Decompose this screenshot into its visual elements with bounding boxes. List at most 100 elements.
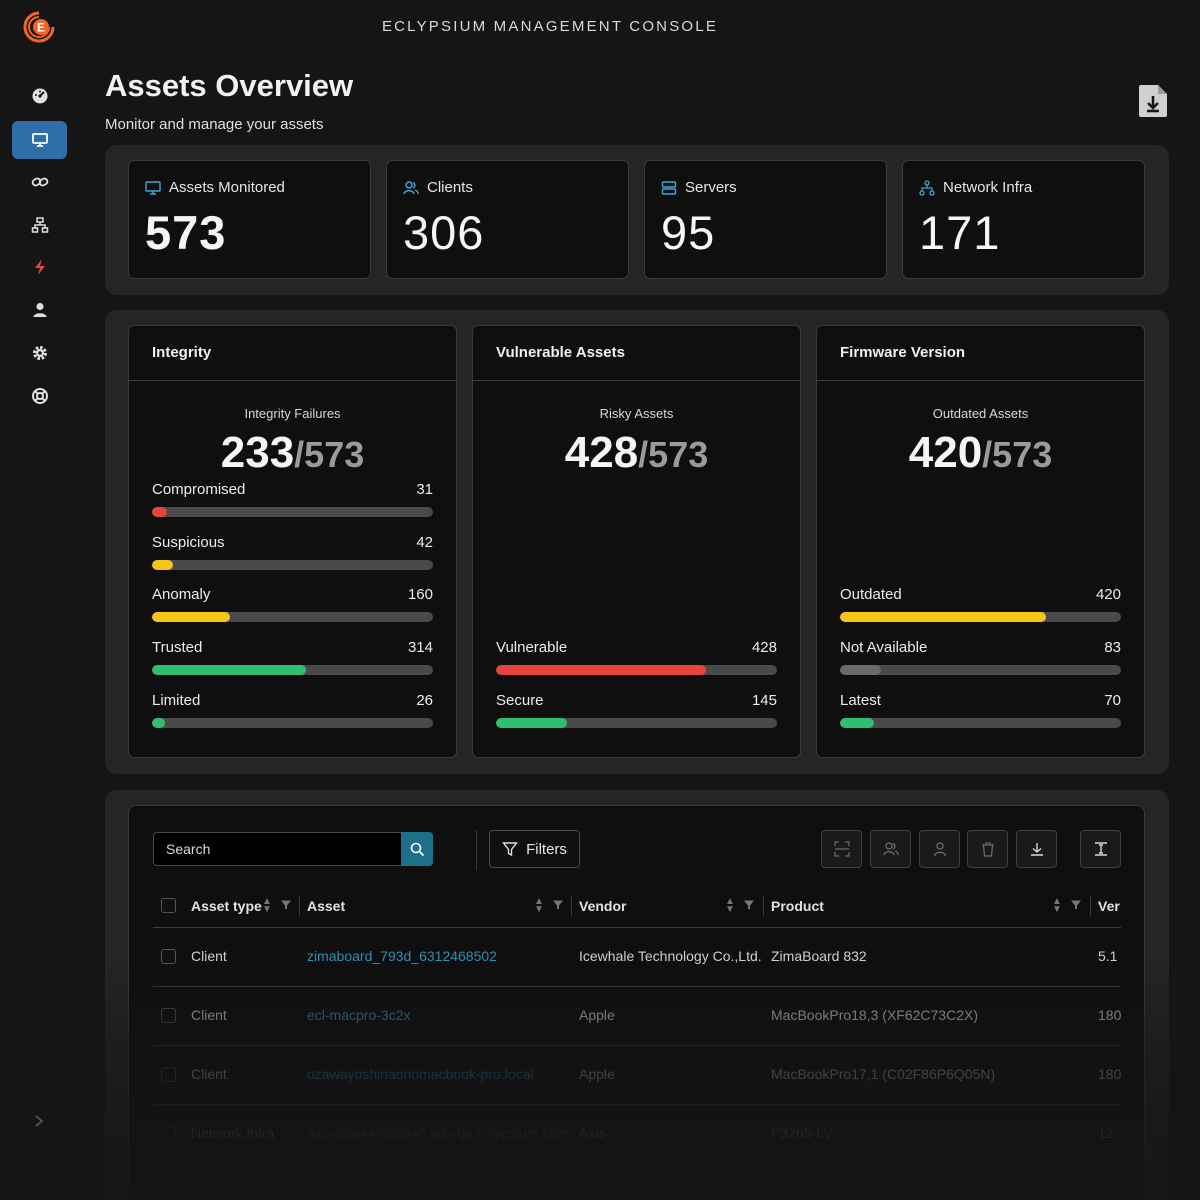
cell-asset-link[interactable]: ecl-macpro-3c2x	[307, 1007, 411, 1023]
bar-outdated[interactable]: Outdated 420	[840, 586, 1121, 626]
filter-icon[interactable]	[1070, 899, 1082, 911]
bar-limited[interactable]: Limited 26	[152, 692, 433, 732]
cell-asset-link[interactable]: ozawayoshinaonomacbook-pro.local	[307, 1066, 534, 1082]
nav-users[interactable]	[12, 291, 67, 329]
users-icon	[882, 842, 899, 856]
bar-track	[496, 665, 777, 675]
vulnerable-ratio: 428/573	[473, 428, 800, 478]
stat-label: Servers	[661, 179, 737, 196]
firmware-total: /573	[982, 434, 1053, 475]
table-row[interactable]: Network Infra axis-b8a44f6d6046.pdx-qa.e…	[153, 1105, 1121, 1164]
cell-asset-type: Network Infra	[191, 1125, 275, 1141]
bar-not-available[interactable]: Not Available 83	[840, 639, 1121, 679]
bar-vulnerable[interactable]: Vulnerable 428	[496, 639, 777, 679]
bar-track	[152, 718, 433, 728]
bar-fill	[840, 718, 875, 728]
nav-integrations[interactable]	[12, 163, 67, 201]
cell-asset-type: Client	[191, 1007, 227, 1023]
bar-anomaly[interactable]: Anomaly 160	[152, 586, 433, 626]
bar-compromised[interactable]: Compromised 31	[152, 481, 433, 521]
bar-label: Vulnerable	[496, 639, 568, 656]
page-title: Assets Overview	[105, 68, 354, 103]
cell-product: ZimaBoard 832	[771, 948, 867, 964]
nav-settings[interactable]	[12, 334, 67, 372]
monitor-icon	[31, 133, 48, 147]
bar-track	[152, 665, 433, 675]
stat-card-clients[interactable]: Clients 306	[386, 160, 629, 279]
bar-track	[840, 612, 1121, 622]
sort-icon[interactable]: ▲ ▼	[725, 896, 735, 915]
chevron-right-icon	[35, 1115, 44, 1127]
nav-threats[interactable]	[12, 248, 67, 286]
user-icon	[33, 303, 46, 317]
svg-text:E: E	[37, 21, 45, 35]
column-header-product[interactable]: Product	[771, 898, 824, 914]
filter-icon	[502, 842, 518, 857]
row-checkbox[interactable]	[161, 1008, 176, 1023]
assign-group-button[interactable]	[870, 830, 911, 868]
firmware-title: Firmware Version	[817, 326, 1144, 381]
search-button[interactable]	[401, 832, 433, 866]
search-input[interactable]	[154, 833, 402, 865]
filter-icon[interactable]	[280, 899, 292, 911]
file-download-icon	[1139, 85, 1167, 117]
column-height-button[interactable]	[1080, 830, 1121, 868]
select-all-checkbox[interactable]	[161, 898, 176, 913]
stat-card-servers[interactable]: Servers 95	[644, 160, 887, 279]
cell-asset-link[interactable]: axis-b8a44f6d6046.pdx-qa.eclypsium.com	[307, 1125, 570, 1141]
sort-icon[interactable]: ▲ ▼	[262, 896, 272, 915]
bar-value: 70	[1104, 692, 1121, 709]
column-header-asset-type[interactable]: Asset type	[191, 898, 262, 914]
bar-latest[interactable]: Latest 70	[840, 692, 1121, 732]
stat-value: 95	[661, 206, 716, 259]
nav-support[interactable]	[12, 377, 67, 415]
column-header-version[interactable]: Ver	[1098, 898, 1120, 914]
table-row[interactable]: Client zimaboard_793d_6312468502 Icewhal…	[153, 928, 1121, 987]
delete-button[interactable]	[967, 830, 1008, 868]
cell-version: 12.	[1098, 1125, 1118, 1141]
column-header-vendor[interactable]: Vendor	[579, 898, 627, 914]
bar-trusted[interactable]: Trusted 314	[152, 639, 433, 679]
sort-icon[interactable]: ▲ ▼	[534, 896, 544, 915]
cell-asset-link[interactable]: zimaboard_793d_6312468502	[307, 948, 497, 964]
filter-icon[interactable]	[552, 899, 564, 911]
server-icon	[661, 180, 677, 195]
table-row[interactable]: Client ozawayoshinaonomacbook-pro.local …	[153, 1046, 1121, 1105]
stat-card-network-infra[interactable]: Network Infra 171	[902, 160, 1145, 279]
bar-track	[496, 718, 777, 728]
stat-label: Assets Monitored	[145, 179, 285, 196]
download-button[interactable]	[1016, 830, 1057, 868]
nav-dashboard[interactable]	[12, 77, 67, 115]
nav-assets[interactable]	[12, 121, 67, 159]
search-icon	[410, 842, 424, 856]
export-report-button[interactable]	[1138, 84, 1168, 118]
toolbar-divider	[476, 830, 477, 870]
bar-value: 160	[407, 586, 433, 603]
bar-value: 145	[751, 692, 777, 709]
row-checkbox[interactable]	[161, 949, 176, 964]
row-checkbox[interactable]	[161, 1126, 176, 1141]
scan-button[interactable]	[821, 830, 862, 868]
trash-icon	[981, 842, 994, 857]
bar-value: 420	[1095, 586, 1121, 603]
eclypsium-logo[interactable]: E	[22, 10, 56, 44]
assign-user-button[interactable]	[919, 830, 960, 868]
console-title: ECLYPSIUM MANAGEMENT CONSOLE	[381, 18, 719, 35]
sort-icon[interactable]: ▲ ▼	[1052, 896, 1062, 915]
firmware-subtitle: Outdated Assets	[932, 406, 1029, 421]
table-row[interactable]: Client ecl-macpro-3c2x Apple MacBookPro1…	[153, 987, 1121, 1046]
stat-card-assets-monitored[interactable]: Assets Monitored 573	[128, 160, 371, 279]
cell-vendor: Icewhale Technology Co.,Ltd.	[579, 948, 762, 964]
column-header-asset[interactable]: Asset	[307, 898, 346, 914]
scan-icon	[833, 841, 850, 857]
bar-label: Outdated	[840, 586, 902, 603]
bar-secure[interactable]: Secure 145	[496, 692, 777, 732]
lightning-icon	[34, 259, 45, 275]
row-checkbox[interactable]	[161, 1067, 176, 1082]
nav-network[interactable]	[12, 206, 67, 244]
sidebar-expand-button[interactable]	[30, 1110, 48, 1132]
filter-icon[interactable]	[743, 899, 755, 911]
bar-suspicious[interactable]: Suspicious 42	[152, 534, 433, 574]
search-box	[153, 832, 433, 866]
filters-button[interactable]: Filters	[489, 830, 580, 868]
